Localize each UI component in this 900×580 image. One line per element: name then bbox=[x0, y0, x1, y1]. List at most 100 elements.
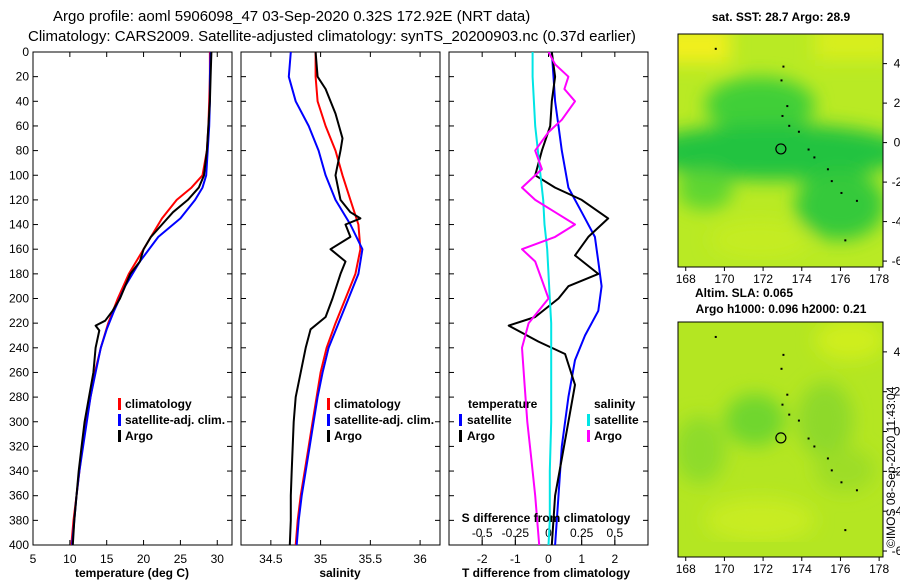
lat-tick-label: -6 bbox=[892, 544, 900, 558]
lon-tick-label: 168 bbox=[676, 272, 696, 286]
legend-argo-label: Argo bbox=[125, 429, 153, 443]
depth-tick-label: 20 bbox=[16, 70, 30, 84]
depth-tick-label: 200 bbox=[9, 292, 29, 306]
x-tick-label: 5 bbox=[30, 552, 37, 566]
x-tick-label: 10 bbox=[63, 552, 77, 566]
island-dot bbox=[813, 156, 816, 159]
legend-swatch-t-satellite bbox=[459, 414, 462, 426]
title-line-2: Climatology: CARS2009. Satellite-adjuste… bbox=[28, 28, 636, 45]
depth-tick-label: 140 bbox=[9, 218, 29, 232]
island-dot bbox=[786, 393, 789, 396]
t-difference-xlabel: T difference from climatology bbox=[462, 566, 630, 580]
x-tick-label: 34.5 bbox=[259, 552, 283, 566]
sst-warm-patch-2 bbox=[815, 34, 883, 60]
salinity-x-axis: 34.5 35 35.5 36 bbox=[259, 52, 427, 566]
lon-tick-label: 172 bbox=[753, 562, 773, 576]
difference-series bbox=[507, 52, 610, 545]
depth-tick-label: 240 bbox=[9, 341, 29, 355]
temperature-plot-frame bbox=[32, 51, 233, 546]
depth-tick-label: 160 bbox=[9, 242, 29, 256]
series-climatology bbox=[70, 52, 211, 545]
lon-tick-label: 172 bbox=[753, 272, 773, 286]
depth-tick-label: 80 bbox=[16, 144, 30, 158]
legend-satellite-label: satellite-adj. clim. bbox=[334, 413, 434, 427]
legend-swatch-climatology bbox=[118, 398, 121, 410]
series-s-argo bbox=[521, 52, 576, 545]
sla-high-blob-2 bbox=[815, 322, 883, 360]
legend-s-satellite-label: satellite bbox=[594, 413, 639, 427]
x-tick-label: -2 bbox=[477, 552, 488, 566]
series-satellite-adj-clim- bbox=[71, 52, 212, 545]
temperature-plot: 0 20 40 60 80 100 120 140 160 180 200 220 240 260 280 3… bbox=[9, 45, 232, 580]
x-tick-label: 0 bbox=[545, 552, 552, 566]
lat-tick-label: 4 bbox=[894, 57, 900, 71]
lon-tick-label: 176 bbox=[830, 562, 850, 576]
sst-cool-blob bbox=[705, 77, 815, 133]
series-t-satellite bbox=[550, 52, 603, 545]
depth-tick-label: 400 bbox=[9, 538, 29, 552]
difference-legend: temperature satellite Argo salinity sate… bbox=[459, 397, 639, 443]
sla-map-title-line-2: Argo h1000: 0.096 h2000: 0.21 bbox=[696, 302, 867, 316]
salinity-plot: 34.5 35 35.5 36 salinity climatology satell… bbox=[241, 51, 440, 580]
depth-tick-label: 220 bbox=[9, 316, 29, 330]
x-tick-label: -1 bbox=[510, 552, 521, 566]
series-argo bbox=[71, 52, 213, 545]
series-t-argo bbox=[507, 52, 610, 545]
lat-tick-label: -2 bbox=[892, 175, 900, 189]
island-dot bbox=[797, 130, 800, 133]
salinity-series bbox=[287, 52, 364, 545]
argo-float-position-marker bbox=[775, 143, 787, 155]
s-tick-label: 0.5 bbox=[606, 526, 623, 540]
island-dot bbox=[780, 367, 783, 370]
sla-map-title-line-1: Altim. SLA: 0.065 bbox=[695, 286, 793, 300]
lat-tick-label: 2 bbox=[894, 385, 900, 399]
imos-watermark: ©IMOS 08-Sep-2020 11:43:04 bbox=[884, 386, 898, 548]
sla-map-field bbox=[678, 322, 883, 557]
lat-tick-label: -4 bbox=[892, 504, 900, 518]
legend-satellite-label: satellite-adj. clim. bbox=[125, 413, 225, 427]
sla-map-islands bbox=[714, 335, 858, 532]
temperature-xlabel: temperature (deg C) bbox=[75, 566, 189, 580]
legend-swatch-argo bbox=[118, 430, 121, 442]
depth-tick-label: 380 bbox=[9, 513, 29, 527]
island-dot bbox=[844, 529, 847, 532]
lon-tick-label: 176 bbox=[830, 272, 850, 286]
island-dot bbox=[780, 79, 783, 82]
legend-t-argo-label: Argo bbox=[467, 429, 495, 443]
x-tick-label: 2 bbox=[611, 552, 618, 566]
lon-tick-label: 174 bbox=[792, 272, 812, 286]
sst-map-title: sat. SST: 28.7 Argo: 28.9 bbox=[712, 10, 851, 24]
sst-map-field bbox=[678, 34, 883, 267]
island-dot bbox=[714, 47, 717, 50]
temperature-legend: climatology satellite-adj. clim. Argo bbox=[118, 397, 225, 443]
island-dot bbox=[840, 191, 843, 194]
x-tick-label: 35 bbox=[314, 552, 328, 566]
temperature-series bbox=[70, 52, 213, 545]
legend-t-satellite-label: satellite bbox=[467, 413, 512, 427]
depth-tick-label: 280 bbox=[9, 390, 29, 404]
depth-tick-label: 360 bbox=[9, 489, 29, 503]
sla-high-blob bbox=[705, 498, 815, 542]
sst-field-blobs bbox=[678, 34, 883, 260]
island-dot bbox=[807, 437, 810, 440]
lon-tick-label: 168 bbox=[676, 562, 696, 576]
sla-map-frame bbox=[677, 321, 884, 558]
salinity-plot-frame bbox=[240, 51, 441, 546]
island-dot bbox=[782, 65, 785, 68]
s-difference-label: S difference from climatology bbox=[462, 511, 631, 525]
lat-tick-label: 0 bbox=[894, 136, 900, 150]
salinity-legend: climatology satellite-adj. clim. Argo bbox=[327, 397, 434, 443]
x-tick-label: 15 bbox=[100, 552, 114, 566]
sst-map-axes: 168 170 172 174 176 178-6 -4 -2 0 2 4 bbox=[676, 57, 900, 286]
s-tick-label: 0.25 bbox=[570, 526, 594, 540]
legend-swatch-satellite bbox=[118, 414, 121, 426]
legend-climatology-label: climatology bbox=[334, 397, 401, 411]
legend-swatch-s-argo bbox=[587, 430, 590, 442]
legend-swatch-s-satellite bbox=[587, 414, 590, 426]
argo-float-position-marker bbox=[775, 432, 787, 444]
lat-tick-label: -4 bbox=[892, 215, 900, 229]
sst-equatorial-band bbox=[678, 124, 883, 180]
x-tick-label: 1 bbox=[578, 552, 585, 566]
difference-y-ticks bbox=[449, 51, 648, 546]
